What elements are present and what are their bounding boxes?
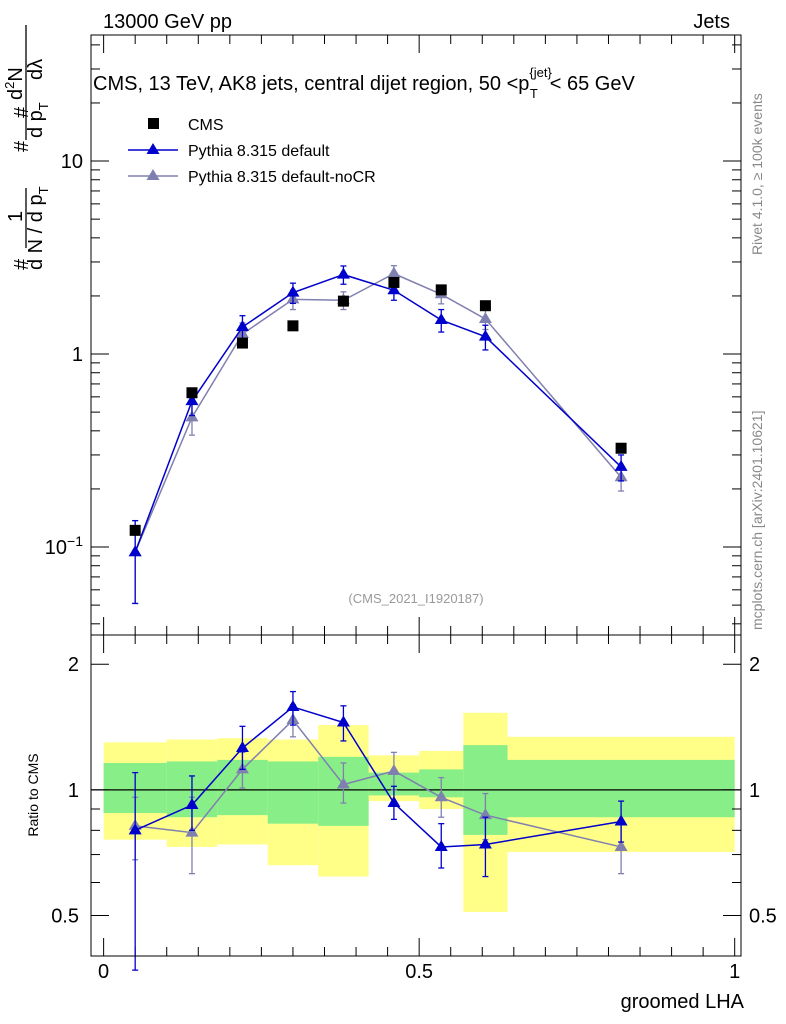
ratio-nocr-point	[434, 790, 448, 802]
x-axis-label: groomed LHA	[621, 991, 745, 1013]
ratio-default-point	[614, 814, 628, 826]
main-x-ticks	[103, 35, 736, 635]
main-default-point	[387, 283, 401, 295]
side-source-label: mcplots.cern.ch [arXiv:2401.10621]	[749, 411, 765, 630]
legend-cms-marker	[148, 118, 159, 129]
legend-nocr-label: Pythia 8.315 default-noCR	[188, 169, 376, 186]
ylabel-hash-1: #	[11, 258, 33, 270]
ylabel-denominator: d N / d pT	[25, 186, 51, 270]
main-y-tick-label: 10−1	[45, 533, 83, 559]
main-cms-point	[337, 295, 349, 307]
ratio-panel: 0.5 0.51 12 2 0 0.5 1 Ratio to CMS groomed LH…	[25, 634, 777, 1013]
x-tick-label: 1	[729, 961, 740, 983]
main-y-axis-label: # 1 d N / d pT # d2N # d pT dλ	[2, 25, 51, 270]
main-panel: 10−1 1 10 CMS, 13 TeV, AK8 jets, central d…	[2, 25, 742, 636]
main-nocr-point	[387, 266, 401, 278]
main-cms-point	[479, 300, 491, 312]
main-cms-point	[287, 320, 299, 332]
ratio-frame	[90, 634, 742, 957]
ratio-nocr-point	[387, 763, 401, 775]
ratio-nocr-point	[336, 777, 350, 789]
main-default-point	[128, 545, 142, 557]
ratio-default-point	[185, 798, 199, 810]
ratio-nocr-point	[478, 808, 492, 820]
ratio-y-tick-label-right: 0.5	[749, 906, 777, 928]
ratio-y-axis-label: Ratio to CMS	[25, 753, 41, 836]
ratio-default-point	[286, 699, 300, 711]
ratio-y-tick-label-left: 2	[68, 654, 79, 676]
main-default-point	[185, 394, 199, 406]
ylabel-dpT: d pT	[25, 102, 51, 138]
main-default-line	[134, 273, 622, 553]
ratio-y-ticks: 0.5 0.5 1 1 2 2	[51, 654, 777, 927]
x-tick-label: 0.5	[405, 961, 433, 983]
main-y-tick-label: 10	[61, 151, 83, 173]
ratio-default-point	[235, 740, 249, 752]
main-default-point	[286, 285, 300, 297]
ratio-default-point	[478, 837, 492, 849]
plot-title: CMS, 13 TeV, AK8 jets, central dijet reg…	[93, 65, 635, 101]
ratio-series-layer	[128, 690, 628, 971]
main-default-point	[235, 320, 249, 332]
ratio-y-tick-label-left: 1	[68, 780, 79, 802]
ratio-nocr-point	[614, 839, 628, 851]
ratio-x-ticks: 0 0.5 1	[98, 635, 740, 983]
x-tick-label: 0	[98, 961, 109, 983]
ylabel-numerator: 1	[5, 211, 27, 222]
legend-nocr-marker	[146, 169, 160, 180]
main-cms-point	[615, 442, 627, 454]
header-energy: 13000 GeV pp	[103, 11, 232, 33]
ratio-y-tick-label-right: 2	[749, 654, 760, 676]
main-nocr-point	[478, 311, 492, 323]
side-events-label: Rivet 4.1.0, ≥ 100k events	[749, 93, 765, 255]
ylabel-hash-2: #	[11, 140, 33, 152]
ratio-y-tick-label-left: 0.5	[51, 906, 79, 928]
ratio-uncertainty-bands	[91, 712, 741, 912]
header-category: Jets	[693, 11, 730, 33]
main-cms-point	[129, 524, 141, 536]
legend-default-label: Pythia 8.315 default	[188, 143, 330, 160]
ratio-default-point	[387, 796, 401, 808]
legend-cms-label: CMS	[188, 117, 224, 134]
main-default-point	[434, 313, 448, 325]
main-y-tick-label: 1	[72, 344, 83, 366]
main-series-layer	[128, 265, 628, 605]
ratio-band-inner	[267, 761, 319, 824]
ratio-default-point	[128, 823, 142, 835]
main-default-point	[614, 459, 628, 471]
main-default-point	[336, 267, 350, 279]
ratio-y-tick-label-right: 1	[749, 780, 760, 802]
main-y-tick-labels: 10−1 1 10	[45, 151, 83, 559]
legend-default-marker	[146, 143, 160, 154]
ratio-nocr-point	[185, 825, 199, 837]
ratio-default-point	[434, 839, 448, 851]
main-nocr-line	[134, 272, 622, 553]
main-cms-point	[236, 337, 248, 349]
ylabel-hash-3: #	[11, 106, 33, 118]
ratio-default-point	[336, 715, 350, 727]
main-y-minor-ticks	[91, 44, 741, 625]
main-cms-point	[186, 387, 198, 399]
main-cms-point	[435, 284, 447, 296]
analysis-watermark: (CMS_2021_I1920187)	[348, 591, 483, 606]
ylabel-dlambda: dλ	[25, 59, 47, 80]
main-cms-point	[388, 276, 400, 288]
ylabel-dN: d2N	[2, 67, 27, 100]
main-default-point	[478, 329, 492, 341]
legend: CMS Pythia 8.315 default Pythia 8.315 de…	[128, 117, 376, 186]
